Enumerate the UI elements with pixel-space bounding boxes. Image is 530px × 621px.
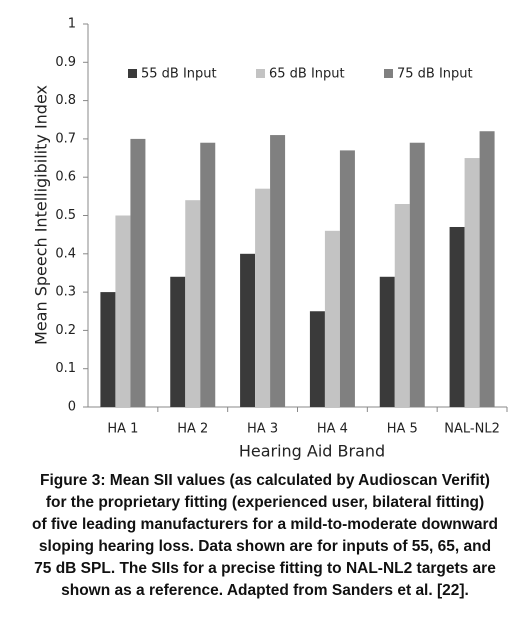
x-tick-label: HA 2: [177, 422, 208, 437]
y-tick-label: 0.2: [55, 323, 76, 338]
legend-swatch: [384, 69, 393, 78]
legend-label: 65 dB Input: [269, 67, 345, 82]
y-tick-label: 0.9: [55, 55, 76, 70]
caption-line: 75 dB SPL. The SIIs for a precise fittin…: [34, 560, 496, 577]
y-tick-label: 0.7: [55, 131, 76, 146]
y-axis-label: Mean Speech Intelligibility Index: [32, 85, 51, 345]
caption-line: Figure 3: Mean SII values (as calculated…: [40, 472, 490, 489]
legend-label: 55 dB Input: [141, 67, 217, 82]
legend-swatch: [256, 69, 265, 78]
bar: [115, 215, 131, 407]
chart: Hearing Aid Brand Mean Speech Intelligib…: [32, 17, 508, 461]
caption-line: of five leading manufacturers for a mild…: [32, 516, 498, 533]
bar: [464, 158, 480, 407]
y-tick-label: 0.1: [55, 361, 76, 376]
bar: [394, 204, 410, 407]
legend-swatch: [128, 69, 137, 78]
bar: [309, 311, 325, 407]
caption: Figure 3: Mean SII values (as calculated…: [0, 470, 530, 602]
bar: [409, 142, 425, 408]
y-tick-label: 0.3: [55, 285, 76, 300]
bar: [240, 253, 256, 407]
y-tick-label: 0.8: [55, 93, 76, 108]
caption-line: shown as a reference. Adapted from Sande…: [61, 582, 469, 599]
y-tick-label: 0: [68, 400, 76, 415]
x-tick-label: NAL-NL2: [444, 422, 500, 437]
bar: [324, 230, 340, 407]
bar: [255, 188, 271, 407]
bar: [130, 138, 146, 407]
x-tick-label: HA 1: [107, 422, 138, 437]
x-axis-label: Hearing Aid Brand: [239, 442, 385, 461]
bar: [339, 150, 355, 407]
caption-line: for the proprietary fitting (experienced…: [45, 494, 485, 511]
y-tick-label: 0.4: [55, 246, 76, 261]
y-tick-label: 1: [68, 17, 76, 32]
bar: [379, 276, 395, 407]
bar: [170, 276, 186, 407]
bar: [200, 142, 216, 408]
bar: [270, 135, 286, 407]
bar: [479, 131, 495, 408]
x-tick-label: HA 4: [317, 422, 348, 437]
x-tick-label: HA 5: [387, 422, 418, 437]
legend-label: 75 dB Input: [397, 67, 473, 82]
y-tick-label: 0.5: [55, 208, 76, 223]
bar: [185, 200, 201, 407]
bar: [100, 292, 116, 407]
y-tick-label: 0.6: [55, 170, 76, 185]
caption-line: sloping hearing loss. Data shown are for…: [38, 538, 492, 555]
bar: [449, 226, 465, 407]
x-tick-label: HA 3: [247, 422, 278, 437]
